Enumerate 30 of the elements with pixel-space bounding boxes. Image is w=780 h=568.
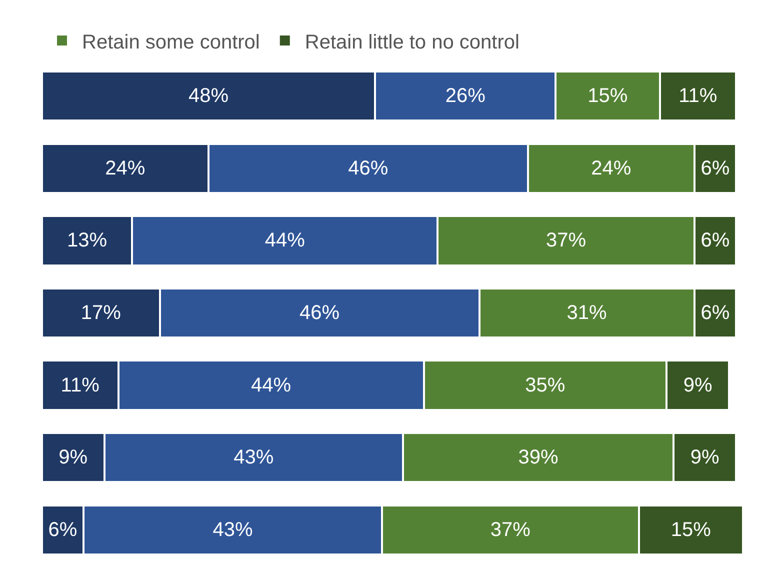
- data-label: 11%: [60, 374, 100, 396]
- data-label: 46%: [300, 302, 340, 324]
- data-label: 44%: [250, 374, 292, 396]
- data-label: 26%: [445, 85, 486, 108]
- data-label: 39%: [518, 446, 558, 469]
- data-label: 44%: [264, 230, 306, 252]
- data-label: 35%: [525, 374, 566, 396]
- data-label: 37%: [490, 518, 531, 541]
- data-label: 9%: [690, 446, 720, 469]
- data-label: 6%: [48, 518, 78, 541]
- data-label: 31%: [566, 302, 608, 324]
- data-label: 11%: [678, 85, 718, 108]
- data-label: 48%: [188, 85, 229, 108]
- data-label: 24%: [105, 157, 146, 180]
- data-label: 9%: [58, 446, 88, 469]
- data-label: 17%: [80, 302, 122, 324]
- data-label: 43%: [234, 446, 274, 469]
- legend-label: Retain little to no control: [304, 31, 520, 54]
- data-label: 13%: [66, 230, 108, 252]
- data-label: 24%: [591, 157, 632, 180]
- data-label: 6%: [700, 157, 730, 180]
- data-label: 46%: [348, 157, 388, 180]
- data-label: 9%: [683, 374, 713, 396]
- data-label: 43%: [212, 518, 254, 541]
- data-label: 37%: [546, 230, 586, 252]
- data-label: 15%: [588, 85, 628, 108]
- data-label: 6%: [700, 302, 730, 324]
- data-label: 15%: [670, 518, 712, 541]
- legend-label: Retain some control: [82, 31, 260, 54]
- data-label: 6%: [700, 230, 730, 252]
